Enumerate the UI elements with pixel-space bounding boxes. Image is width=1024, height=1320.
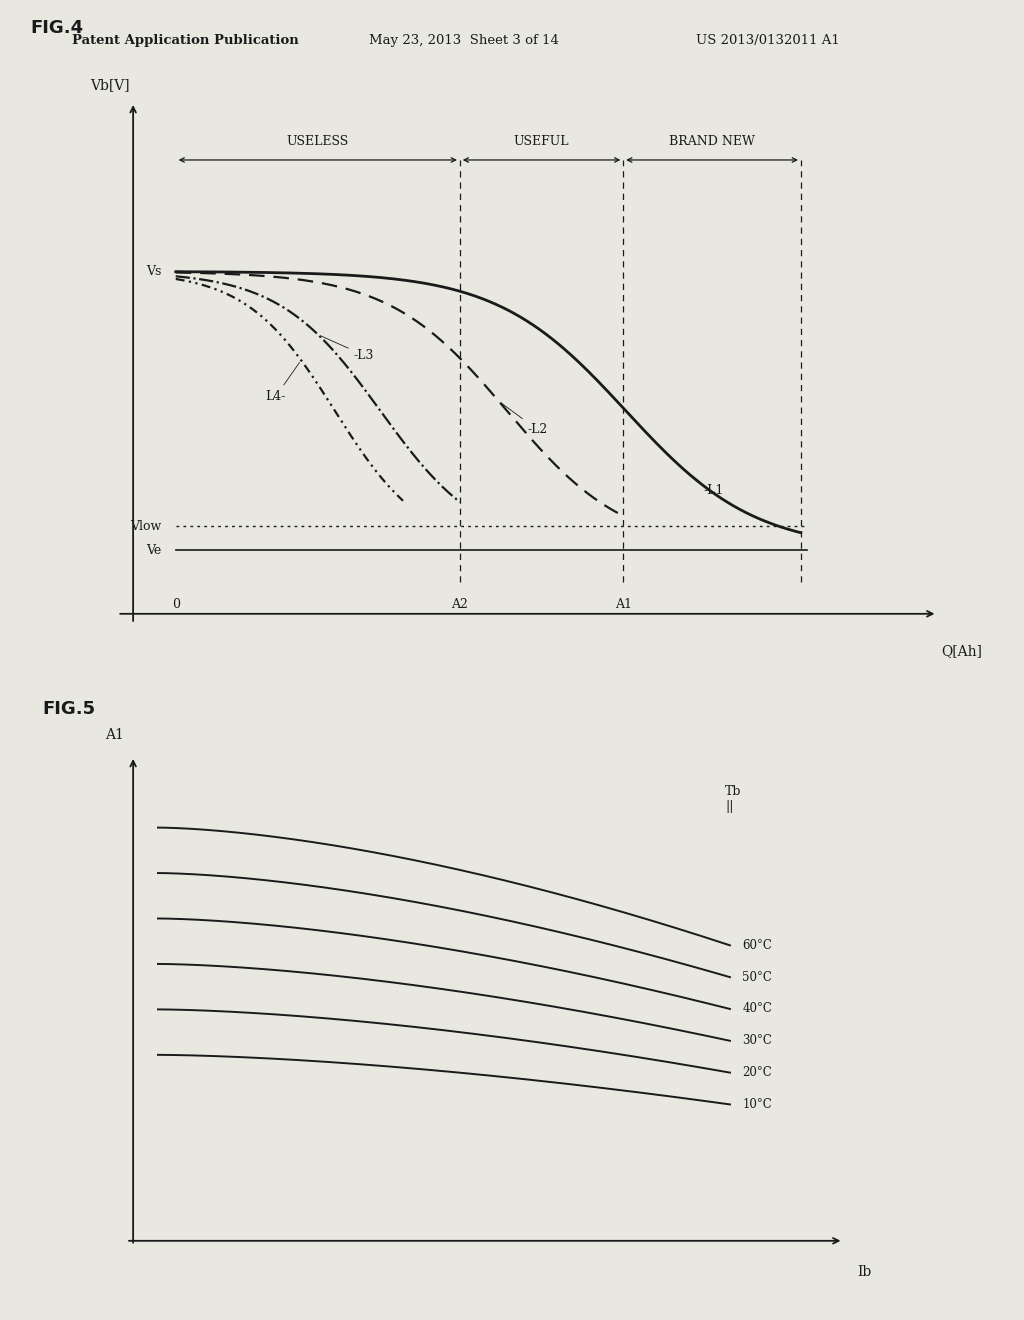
Text: 0: 0 bbox=[172, 598, 180, 611]
Text: May 23, 2013  Sheet 3 of 14: May 23, 2013 Sheet 3 of 14 bbox=[369, 34, 558, 48]
Text: 40°C: 40°C bbox=[742, 1002, 772, 1015]
Text: Ib: Ib bbox=[857, 1265, 871, 1279]
Text: A1: A1 bbox=[105, 727, 124, 742]
Text: -L1: -L1 bbox=[692, 477, 724, 498]
Text: 50°C: 50°C bbox=[742, 970, 772, 983]
Text: L4-: L4- bbox=[265, 363, 299, 403]
Text: A2: A2 bbox=[452, 598, 468, 611]
Text: 60°C: 60°C bbox=[742, 939, 772, 952]
Text: FIG.4: FIG.4 bbox=[31, 18, 84, 37]
Text: -L2: -L2 bbox=[501, 403, 548, 436]
Text: 10°C: 10°C bbox=[742, 1098, 772, 1111]
Text: USEFUL: USEFUL bbox=[514, 135, 569, 148]
Text: FIG.5: FIG.5 bbox=[43, 700, 95, 718]
Text: 30°C: 30°C bbox=[742, 1035, 772, 1047]
Text: -L3: -L3 bbox=[321, 335, 374, 362]
Text: Ve: Ve bbox=[146, 544, 162, 557]
Text: Vs: Vs bbox=[146, 265, 162, 279]
Text: Vlow: Vlow bbox=[130, 520, 162, 533]
Text: Q[Ah]: Q[Ah] bbox=[941, 644, 982, 657]
Text: USELESS: USELESS bbox=[287, 135, 349, 148]
Text: 20°C: 20°C bbox=[742, 1067, 772, 1080]
Text: Tb
||: Tb || bbox=[725, 784, 741, 813]
Text: Vb[V]: Vb[V] bbox=[90, 78, 129, 92]
Text: A1: A1 bbox=[614, 598, 632, 611]
Text: Patent Application Publication: Patent Application Publication bbox=[72, 34, 298, 48]
Text: BRAND NEW: BRAND NEW bbox=[669, 135, 755, 148]
Text: US 2013/0132011 A1: US 2013/0132011 A1 bbox=[696, 34, 840, 48]
